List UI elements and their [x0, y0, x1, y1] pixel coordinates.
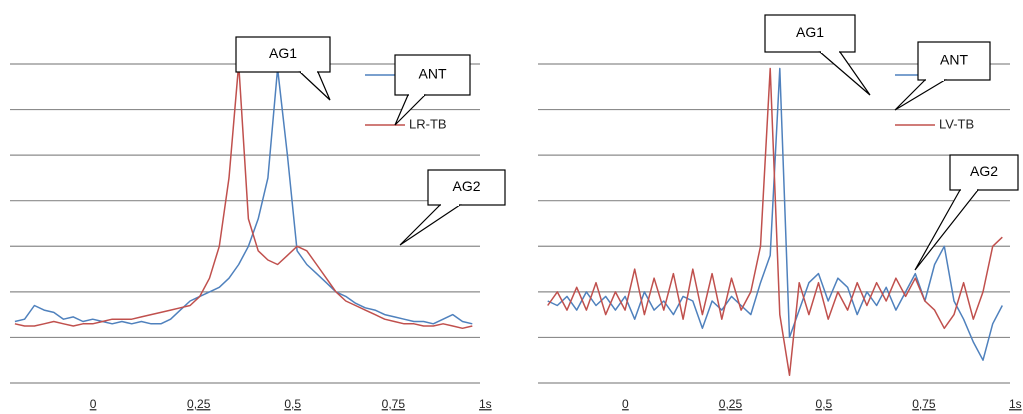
callout-text: AG1 — [269, 45, 297, 61]
x-tick-label: 0,75 — [382, 397, 406, 411]
callout-box — [427, 169, 506, 206]
x-tick-label: 0,25 — [187, 397, 211, 411]
callout-box — [235, 36, 331, 73]
x-tick-label: 0 — [622, 397, 629, 411]
data-line — [547, 67, 1003, 377]
x-tick-label: 0,5 — [816, 397, 833, 411]
x-tick-label: 0,25 — [719, 397, 743, 411]
callout-box — [764, 14, 856, 53]
callout-text: ANT — [419, 66, 447, 82]
callout-box — [949, 154, 1019, 191]
callout-box — [917, 41, 991, 81]
callout-text: AG2 — [970, 163, 998, 179]
callout-tail — [818, 51, 871, 96]
x-tick-label: 0,75 — [912, 397, 936, 411]
legend-label: LV-TB — [939, 116, 974, 131]
callout-text: AG1 — [796, 24, 824, 40]
data-line — [547, 67, 1003, 361]
callout-tail — [399, 204, 462, 246]
legend-label: LR-TB — [409, 116, 447, 131]
data-line — [14, 63, 473, 330]
x-tick-label: 0,5 — [284, 397, 301, 411]
data-line — [14, 67, 473, 325]
callout-box — [394, 54, 471, 96]
callout-text: AG2 — [452, 178, 480, 194]
x-tick-label: 1s — [1009, 397, 1022, 411]
callout-tail — [298, 71, 331, 101]
callout-tail — [894, 79, 948, 111]
x-tick-label: 0 — [90, 397, 97, 411]
x-tick-label: 1s — [479, 397, 492, 411]
callout-text: ANT — [940, 52, 968, 68]
